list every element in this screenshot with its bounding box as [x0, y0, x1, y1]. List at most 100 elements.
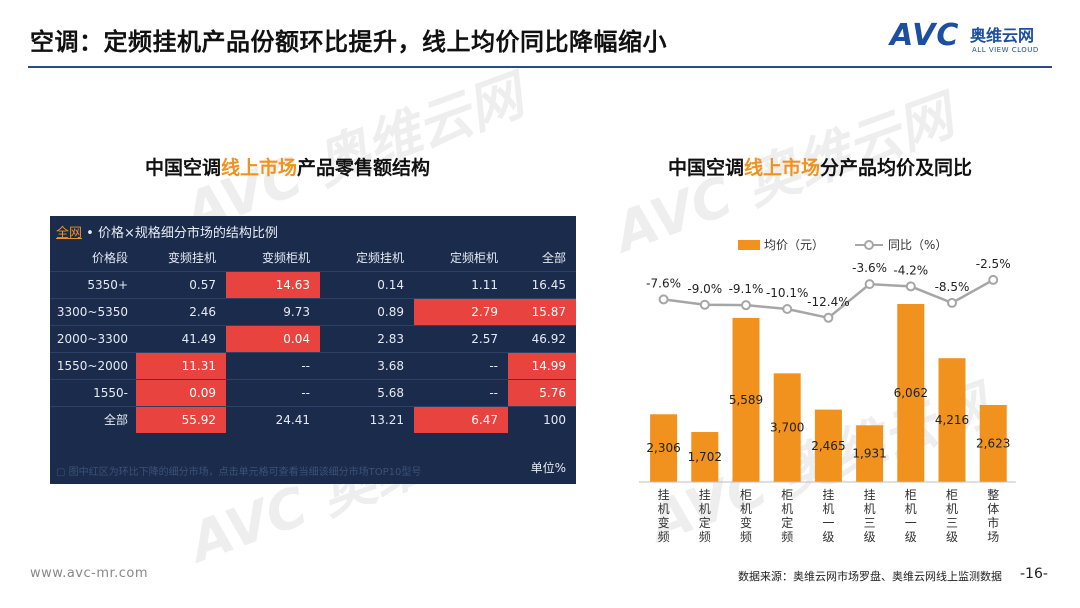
category-label-char: 频 [699, 530, 711, 544]
share-cell[interactable]: 14.99 [508, 351, 576, 379]
share-cell[interactable]: 6.47 [414, 405, 508, 433]
table-note: ▢ 图中红区为环比下降的细分市场，点击单元格可查看当细该细分市场TOP10型号 [56, 467, 422, 478]
share-cell[interactable]: -- [226, 351, 320, 379]
category-label-char: 定 [699, 515, 711, 530]
left-title-highlight: 线上市场 [221, 157, 298, 179]
structure-table-panel: 全网 • 价格×规格细分市场的结构比例 价格段 变频挂机 变频柜机 定频挂机 定频柜机全… [50, 216, 576, 484]
legend-bar-label: 均价（元） [764, 238, 824, 252]
share-cell[interactable]: 9.73 [226, 297, 320, 325]
share-cell[interactable]: 11.31 [136, 351, 226, 379]
table-caption: 全网 • 价格×规格细分市场的结构比例 [56, 222, 278, 241]
share-cell[interactable]: 14.63 [226, 270, 320, 298]
table-header-cell: 定频柜机 [449, 250, 498, 265]
share-cell[interactable]: 5.76 [508, 378, 576, 406]
yoy-label: -3.6% [852, 261, 887, 275]
share-cell[interactable]: 41.49 [136, 324, 226, 352]
yoy-label: -9.1% [729, 282, 764, 296]
price-band-cell: 3300~5350 [50, 297, 136, 325]
yoy-point [864, 279, 875, 290]
category-label-char: 一 [905, 516, 917, 530]
price-bar-label: 6,062 [894, 386, 928, 400]
price-bar-label: 2,465 [811, 439, 845, 453]
share-cell[interactable]: 24.41 [226, 405, 320, 433]
yoy-label: -4.2% [893, 263, 928, 277]
yoy-point [823, 312, 834, 323]
share-cell[interactable]: 5.68 [320, 378, 414, 406]
table-row: 全部 55.92 24.41 13.21 6.47 100 [50, 405, 576, 433]
category-label-char: 机 [864, 502, 876, 516]
category-label-char: 柜 [781, 488, 793, 502]
table-unit: 单位% [530, 461, 566, 475]
price-bar [979, 404, 1007, 482]
category-label-char: 机 [699, 502, 711, 516]
share-cell[interactable]: 15.87 [508, 297, 576, 325]
share-cell[interactable]: 3.68 [320, 351, 414, 379]
structure-table: 价格段 变频挂机 变频柜机 定频挂机 定频柜机 全部 5350+ 0.57 14.63 0.14… [50, 244, 576, 433]
share-cell[interactable]: 46.92 [508, 324, 576, 352]
right-title-prefix: 中国空调 [668, 157, 745, 179]
yoy-point [782, 303, 793, 314]
left-title-suffix: 产品零售额结构 [297, 157, 431, 179]
table-row: 2000~3300 41.49 0.04 2.83 2.57 46.92 [50, 324, 576, 352]
share-cell[interactable]: 2.46 [136, 297, 226, 325]
share-cell[interactable]: 2.83 [320, 324, 414, 352]
share-cell[interactable]: 55.92 [136, 405, 226, 433]
category-label-char: 变 [740, 515, 752, 530]
right-title-suffix: 分产品均价及同比 [820, 157, 973, 179]
price-band-cell: 全部 [50, 405, 136, 433]
caption-text: • 价格×规格细分市场的结构比例 [82, 226, 278, 241]
price-bar [814, 409, 842, 482]
share-cell[interactable]: 0.04 [226, 324, 320, 352]
price-band-cell: 2000~3300 [50, 324, 136, 352]
right-title-highlight: 线上市场 [744, 157, 821, 179]
category-label-char: 体 [987, 502, 999, 516]
category-label-char: 变 [658, 515, 670, 530]
right-title: 中国空调线上市场分产品均价及同比 [668, 153, 972, 180]
share-cell[interactable]: -- [414, 378, 508, 406]
category-label-char: 机 [658, 502, 670, 516]
legend-line-label: 同比（%） [888, 238, 947, 252]
share-cell[interactable]: 2.57 [414, 324, 508, 352]
share-cell[interactable]: 0.57 [136, 270, 226, 298]
category-label-char: 级 [905, 530, 917, 544]
slide-title: 空调：定频挂机产品份额环比提升，线上均价同比降幅缩小 [30, 28, 667, 56]
category-label-char: 机 [781, 502, 793, 516]
yoy-label: -10.1% [766, 286, 808, 300]
yoy-point [988, 274, 999, 285]
share-cell[interactable]: -- [414, 351, 508, 379]
share-cell[interactable]: 1.11 [414, 270, 508, 298]
logo-mark: AVC [890, 18, 960, 53]
legend-bar-swatch [738, 240, 760, 250]
share-cell[interactable]: 0.09 [136, 378, 226, 406]
category-label-char: 一 [822, 516, 834, 530]
share-cell[interactable]: 2.79 [414, 297, 508, 325]
category-label-char: 柜 [740, 488, 752, 502]
yoy-point [947, 297, 957, 308]
share-cell[interactable]: -- [226, 378, 320, 406]
share-cell[interactable]: 100 [508, 405, 576, 433]
caption-net-link[interactable]: 全网 [56, 226, 83, 241]
price-bar-label: 4,216 [935, 413, 969, 427]
category-label-char: 频 [781, 530, 793, 544]
logo-cn: 奥维云网 [970, 26, 1035, 45]
category-label-char: 频 [740, 530, 752, 544]
avc-logo: AVC 奥维云网 ALL VIEW CLOUD [890, 18, 1055, 60]
logo-en: ALL VIEW CLOUD [972, 46, 1039, 54]
price-bar-label: 5,589 [729, 393, 763, 407]
category-label-char: 挂 [658, 488, 670, 502]
share-cell[interactable]: 13.21 [320, 405, 414, 433]
price-bar [897, 304, 925, 482]
category-label-char: 三 [946, 516, 958, 530]
share-cell[interactable]: 0.14 [320, 270, 414, 298]
table-row: 1550~2000 11.31 -- 3.68 -- 14.99 [50, 351, 576, 379]
share-cell[interactable]: 16.45 [508, 270, 576, 298]
table-header-cell: 变频柜机 [261, 250, 310, 265]
price-bar-label: 2,306 [646, 441, 680, 455]
legend-line-marker [864, 240, 874, 250]
table-row: 3300~5350 2.46 9.73 0.89 2.79 15.87 [50, 297, 576, 325]
category-label-char: 场 [987, 530, 999, 544]
price-band-cell: 1550- [50, 378, 136, 406]
category-label-char: 机 [946, 502, 958, 516]
share-cell[interactable]: 0.89 [320, 297, 414, 325]
left-title: 中国空调线上市场产品零售额结构 [145, 153, 430, 180]
